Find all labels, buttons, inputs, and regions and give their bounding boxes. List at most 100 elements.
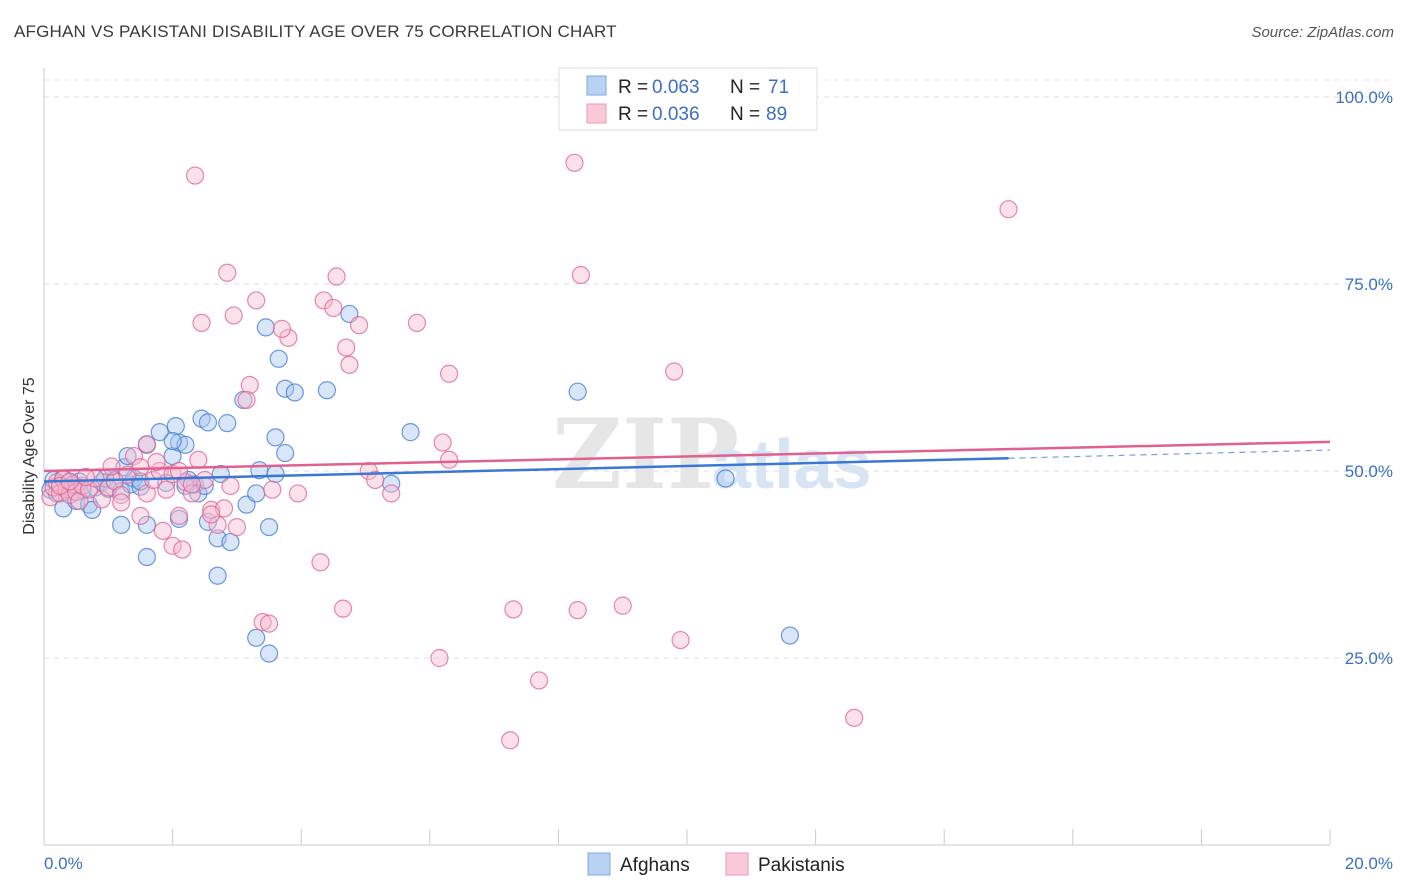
point-pakistanis-88 — [202, 505, 221, 524]
legend-n-label-pakistanis: N = — [730, 104, 760, 125]
trend-line-afghans — [43, 457, 1009, 483]
point-pakistanis-60 — [311, 553, 330, 572]
legend-n-value-pakistanis: 89 — [766, 104, 787, 125]
point-pakistanis-55 — [240, 375, 259, 395]
y-tick-label-50: 50.0% — [1345, 462, 1393, 481]
legend-n-value-afghans: 71 — [768, 77, 789, 98]
point-pakistanis-42 — [186, 166, 205, 185]
point-afghans-55 — [285, 383, 304, 402]
trend-lines — [43, 440, 1331, 483]
point-pakistanis-78 — [665, 362, 684, 381]
legend-r-value-afghans: 0.063 — [652, 77, 700, 98]
point-pakistanis-76 — [568, 601, 587, 620]
point-pakistanis-39 — [173, 540, 192, 559]
legend-r-label-afghans: R = — [618, 77, 648, 98]
y-tick-label-25: 25.0% — [1345, 649, 1393, 668]
point-afghans-59 — [401, 423, 420, 442]
series-legend-label-afghans: Afghans — [620, 855, 690, 876]
point-afghans-71 — [716, 469, 735, 488]
point-pakistanis-37 — [153, 521, 173, 540]
point-afghans-54 — [259, 517, 279, 537]
point-pakistanis-50 — [314, 291, 333, 310]
point-pakistanis-31 — [208, 515, 227, 534]
point-pakistanis-25 — [169, 506, 189, 525]
series-legend: Afghans Pakistanis — [587, 852, 845, 876]
point-afghans-66 — [221, 532, 240, 552]
trend-line-pakistanis — [43, 440, 1331, 473]
point-pakistanis-72 — [501, 731, 520, 750]
series-legend-swatch-afghans — [587, 852, 611, 876]
legend-r-label-pakistanis: R = — [618, 104, 648, 125]
series-legend-label-pakistanis: Pakistanis — [758, 855, 845, 876]
point-pakistanis-43 — [218, 263, 237, 282]
point-afghans-69 — [259, 644, 279, 663]
point-afghans-50 — [276, 379, 295, 398]
point-pakistanis-19 — [131, 458, 150, 477]
point-pakistanis-38 — [163, 536, 182, 555]
point-afghans-49 — [276, 443, 295, 463]
y-tick-labels: 25.0% 50.0% 75.0% 100.0% — [1335, 88, 1393, 668]
point-pakistanis-58 — [253, 612, 272, 632]
point-afghans-61 — [112, 515, 131, 534]
point-pakistanis-18 — [124, 446, 144, 466]
point-pakistanis-52 — [324, 298, 343, 318]
point-pakistanis-51 — [327, 267, 346, 286]
point-pakistanis-23 — [157, 480, 176, 499]
point-afghans-70 — [568, 382, 587, 401]
watermark-zip: ZIP — [552, 398, 739, 511]
point-pakistanis-74 — [565, 153, 584, 172]
point-pakistanis-56 — [237, 390, 256, 410]
point-afghans-60 — [137, 515, 156, 534]
point-pakistanis-34 — [227, 517, 246, 537]
point-pakistanis-87 — [182, 475, 201, 494]
point-pakistanis-66 — [407, 313, 427, 332]
axes — [43, 68, 1331, 846]
legend-n-label-afghans: N = — [730, 77, 760, 98]
point-pakistanis-67 — [439, 364, 459, 383]
point-afghans-39 — [198, 413, 218, 432]
point-pakistanis-71 — [504, 600, 523, 619]
point-afghans-68 — [247, 628, 266, 647]
x-tick-label-min: 0.0% — [44, 854, 83, 873]
point-pakistanis-47 — [279, 328, 298, 347]
source-label: Source: ZipAtlas.com — [1251, 24, 1394, 41]
point-pakistanis-59 — [259, 614, 279, 633]
trend-line-afghans-extension — [1008, 449, 1331, 459]
point-afghans-25 — [118, 446, 137, 466]
point-pakistanis-35 — [112, 493, 131, 512]
legend-swatch-pakistanis — [586, 103, 607, 124]
series-legend-swatch-pakistanis — [725, 852, 749, 876]
point-pakistanis-28 — [189, 450, 208, 469]
point-pakistanis-86 — [147, 452, 166, 472]
point-pakistanis-79 — [671, 630, 690, 650]
point-afghans-40 — [163, 431, 182, 451]
point-pakistanis-40 — [137, 434, 156, 454]
grid-lines — [44, 79, 1392, 659]
point-pakistanis-73 — [530, 671, 549, 690]
point-pakistanis-70 — [430, 648, 449, 668]
stats-legend: R = 0.063 N = 71 R = 0.036 N = 89 — [558, 67, 818, 131]
point-afghans-72 — [780, 626, 799, 645]
chart-title: AFGHAN VS PAKISTANI DISABILITY AGE OVER … — [14, 22, 617, 41]
point-pakistanis-75 — [571, 265, 591, 285]
point-pakistanis-80 — [845, 708, 864, 727]
point-afghans-56 — [317, 381, 337, 400]
point-pakistanis-16 — [112, 485, 131, 505]
point-pakistanis-69 — [439, 450, 459, 469]
point-afghans-48 — [266, 464, 285, 484]
point-pakistanis-54 — [340, 355, 359, 374]
y-axis-title: Disability Age Over 75 — [21, 377, 38, 535]
y-tick-label-100: 100.0% — [1335, 88, 1393, 107]
point-afghans-52 — [256, 318, 275, 337]
point-pakistanis-64 — [366, 470, 385, 490]
point-pakistanis-36 — [131, 506, 150, 525]
point-pakistanis-57 — [263, 480, 282, 499]
legend-swatch-afghans — [586, 75, 607, 96]
point-pakistanis-45 — [192, 313, 211, 332]
point-pakistanis-61 — [333, 599, 353, 618]
point-pakistanis-68 — [433, 433, 452, 452]
x-tick-label-max: 20.0% — [1345, 854, 1393, 873]
point-afghans-28 — [150, 423, 169, 442]
point-pakistanis-48 — [272, 319, 292, 338]
